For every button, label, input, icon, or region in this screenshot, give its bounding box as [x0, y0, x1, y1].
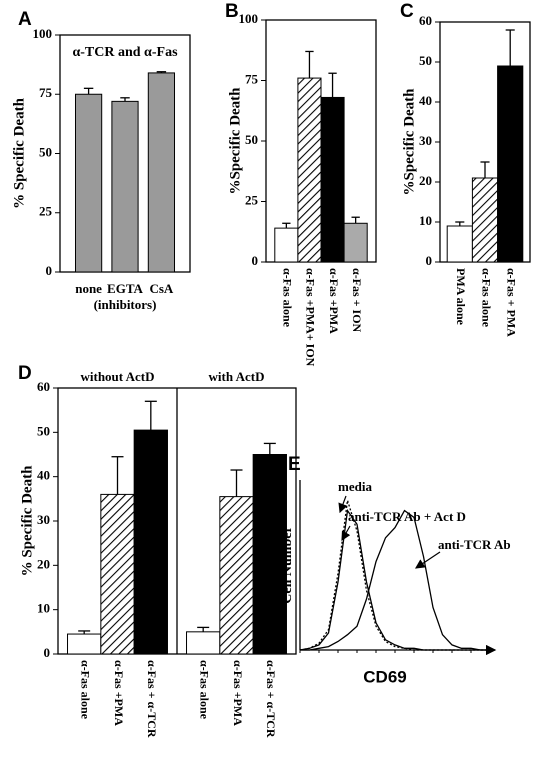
- y-tick-label: 75: [245, 71, 259, 86]
- y-tick-label: 20: [419, 173, 432, 188]
- y-tick-label: 25: [39, 204, 53, 219]
- y-tick-label: 0: [252, 253, 259, 268]
- y-axis-label: %Specific Death: [227, 87, 243, 195]
- bar: [111, 100, 139, 273]
- chart-title: α-TCR and α-Fas: [72, 45, 178, 60]
- panel-letter: A: [18, 9, 32, 30]
- panel-letter: B: [225, 1, 239, 22]
- histogram-curve: [300, 509, 490, 651]
- group-label: without ActD: [80, 369, 154, 384]
- curve-arrow: [415, 551, 441, 569]
- x-axis-label: CD69: [363, 667, 406, 686]
- bar: [446, 225, 473, 263]
- bar: [74, 93, 103, 273]
- x-tick-label: α-Fas alone: [281, 268, 295, 328]
- bar: [147, 72, 176, 273]
- x-tick-label: α-Fas alone: [78, 660, 92, 720]
- bar: [133, 429, 168, 655]
- x-tick-label: α-Fas + α-TCR: [145, 660, 159, 738]
- curve-label: anti-TCR Ab + Act D: [348, 509, 466, 524]
- y-tick-label: 75: [39, 85, 53, 100]
- y-axis-label: %Specific Death: [401, 88, 417, 196]
- x-tick-label: EGTA: [107, 281, 143, 296]
- bar: [343, 222, 368, 263]
- y-axis-label: Cell Number: [280, 526, 295, 603]
- x-tick-label: α-Fas +PMA+ ION: [304, 268, 318, 367]
- histogram-curve: [299, 508, 490, 651]
- curve-label: anti-TCR Ab: [438, 537, 511, 552]
- x-tick-label: CsA: [149, 281, 173, 296]
- bar: [297, 77, 322, 263]
- y-tick-label: 40: [37, 468, 50, 483]
- y-tick-label: 10: [37, 601, 50, 616]
- y-tick-label: 0: [44, 645, 51, 660]
- y-tick-label: 50: [39, 144, 52, 159]
- bar: [186, 631, 221, 655]
- annotation: (inhibitors): [94, 297, 157, 312]
- panel-letter: C: [400, 1, 414, 22]
- y-tick-label: 100: [33, 26, 53, 41]
- x-tick-label: PMA alone: [454, 268, 468, 326]
- y-tick-label: 20: [37, 556, 50, 571]
- x-tick-label: α-Fas + PMA: [504, 268, 518, 337]
- bar: [219, 496, 254, 655]
- curve-arrow: [341, 525, 351, 542]
- x-tick-label: none: [75, 281, 102, 296]
- y-tick-label: 0: [426, 253, 433, 268]
- x-tick-label: α-Fas +PMA: [112, 660, 126, 726]
- x-tick-label: α-Fas alone: [197, 660, 211, 720]
- y-tick-label: 100: [239, 11, 259, 26]
- x-tick-label: α-Fas + α-TCR: [264, 660, 278, 738]
- x-tick-label: α-Fas alone: [479, 268, 493, 328]
- y-tick-label: 30: [37, 512, 50, 527]
- bar: [100, 493, 135, 655]
- panel-letter: E: [288, 454, 301, 475]
- y-axis-label: % Specific Death: [11, 97, 27, 208]
- y-tick-label: 10: [419, 213, 432, 228]
- bar: [320, 96, 345, 263]
- y-tick-label: 40: [419, 93, 432, 108]
- y-tick-label: 25: [245, 192, 259, 207]
- bar: [471, 177, 499, 263]
- bar: [67, 633, 102, 655]
- panel-letter: D: [18, 363, 32, 384]
- y-tick-label: 60: [37, 379, 50, 394]
- x-tick-label: α-Fas +PMA: [231, 660, 245, 726]
- y-tick-label: 50: [37, 423, 50, 438]
- curve-arrow: [338, 495, 348, 514]
- bar: [274, 227, 299, 263]
- y-tick-label: 0: [46, 263, 53, 278]
- y-tick-label: 50: [419, 53, 432, 68]
- y-tick-label: 30: [419, 133, 432, 148]
- y-axis-label: % Specific Death: [19, 465, 35, 576]
- x-tick-label: α-Fas +PMA: [327, 268, 341, 334]
- bar: [497, 65, 524, 263]
- y-tick-label: 50: [245, 132, 258, 147]
- x-tick-label: α-Fas + ION: [350, 268, 364, 333]
- group-label: with ActD: [209, 369, 265, 384]
- y-tick-label: 60: [419, 13, 432, 28]
- curve-label: media: [338, 479, 372, 494]
